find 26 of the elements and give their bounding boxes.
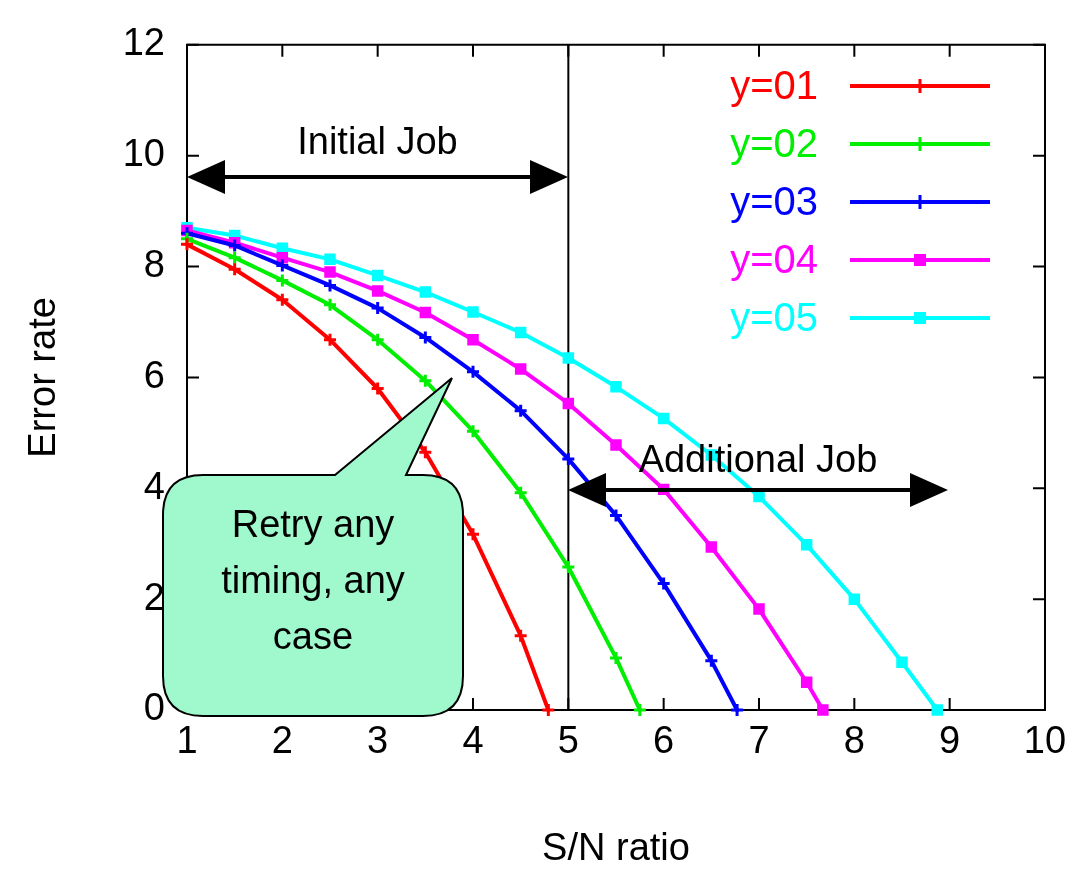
legend-label: y=03 <box>730 179 818 225</box>
x-tick-label: 4 <box>462 719 484 762</box>
x-tick-label: 5 <box>557 719 579 762</box>
y-tick-label: 8 <box>143 243 165 286</box>
legend-label: y=02 <box>730 121 818 167</box>
y-tick-label: 0 <box>143 686 165 729</box>
y-tick-label: 6 <box>143 353 165 396</box>
x-tick-label: 8 <box>843 719 865 762</box>
annotation: Retry any timing, any case <box>220 502 406 659</box>
x-tick-label: 2 <box>271 719 293 762</box>
x-tick-label: 1 <box>176 719 198 762</box>
x-tick-label: 6 <box>653 719 675 762</box>
x-tick-label: 9 <box>939 719 961 762</box>
legend-label: y=05 <box>730 295 818 341</box>
y-axis-title: Error rate <box>21 297 64 458</box>
y-tick-label: 4 <box>143 464 165 507</box>
x-tick-label: 10 <box>1023 719 1067 762</box>
y-tick-label: 12 <box>122 21 165 64</box>
y-tick-label: 2 <box>143 575 165 618</box>
y-tick-label: 10 <box>122 132 165 175</box>
legend-label: y=04 <box>730 237 818 283</box>
legend-label: y=01 <box>730 63 818 109</box>
x-axis-title: S/N ratio <box>542 825 690 868</box>
annotation: Initial Job <box>296 119 459 164</box>
x-tick-label: 3 <box>367 719 389 762</box>
x-tick-label: 7 <box>748 719 770 762</box>
